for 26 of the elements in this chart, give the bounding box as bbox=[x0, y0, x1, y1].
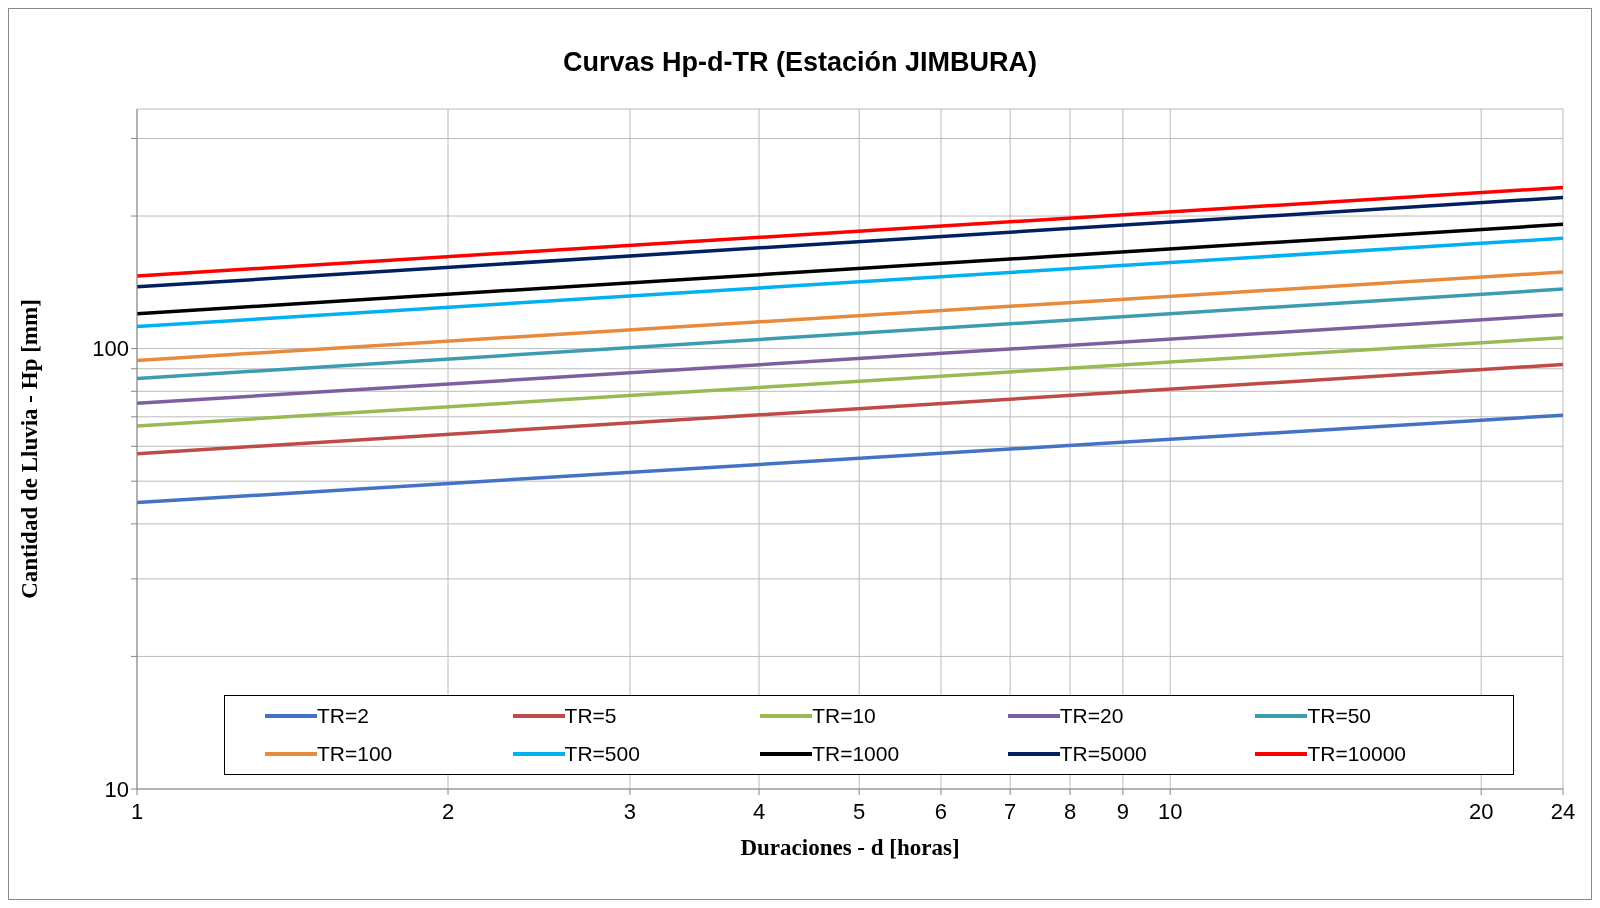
x-tick-label: 1 bbox=[130, 798, 144, 824]
legend-label: TR=5 bbox=[564, 704, 617, 728]
x-tick-label: 2 bbox=[441, 798, 455, 824]
x-axis-title: Duraciones - d [horas] bbox=[740, 835, 960, 860]
legend-label: TR=100 bbox=[317, 742, 393, 766]
legend-label: TR=20 bbox=[1059, 704, 1124, 728]
x-tick-label: 3 bbox=[623, 798, 637, 824]
legend-label: TR=5000 bbox=[1059, 742, 1147, 766]
x-tick-label: 24 bbox=[1550, 798, 1576, 824]
legend-label: TR=500 bbox=[564, 742, 640, 766]
y-tick-label: 100 bbox=[92, 336, 129, 362]
x-tick-label: 6 bbox=[934, 798, 948, 824]
y-axis-title: Cantidad de Lluvia - Hp [mm] bbox=[17, 299, 43, 599]
legend-label: TR=2 bbox=[317, 704, 369, 728]
x-tick-label: 5 bbox=[853, 798, 866, 824]
x-tick-label: 4 bbox=[752, 798, 766, 824]
legend-label: TR=10000 bbox=[1307, 742, 1407, 766]
x-tick-label: 8 bbox=[1063, 798, 1077, 824]
x-tick-label: 7 bbox=[1004, 798, 1017, 824]
chart-title: Curvas Hp-d-TR (Estación JIMBURA) bbox=[562, 46, 1038, 79]
x-tick-label: 10 bbox=[1157, 798, 1183, 824]
legend-label: TR=10 bbox=[812, 704, 876, 728]
legend-label: TR=1000 bbox=[812, 742, 900, 766]
x-tick-label: 20 bbox=[1468, 798, 1494, 824]
x-tick-label: 9 bbox=[1116, 798, 1130, 824]
legend-label: TR=50 bbox=[1307, 704, 1372, 728]
